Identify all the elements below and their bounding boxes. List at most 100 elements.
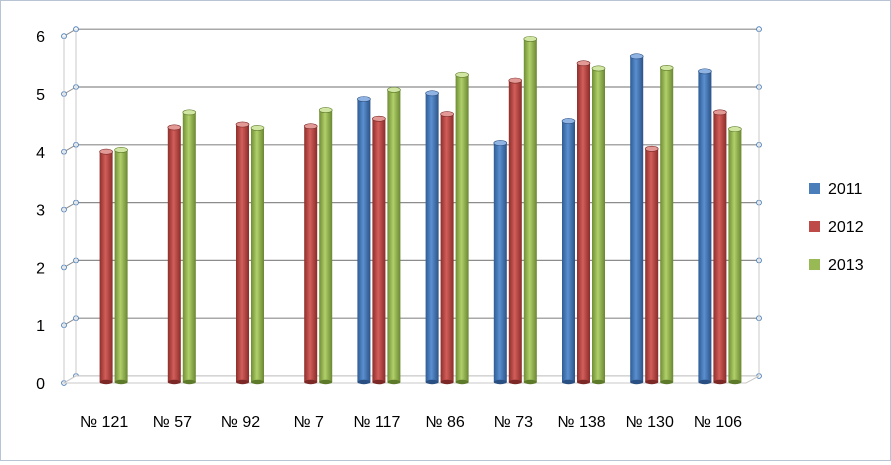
bar-2011 <box>425 90 439 385</box>
bar-base <box>577 379 590 385</box>
bar-cap <box>591 65 606 72</box>
bar-base <box>304 379 318 385</box>
bar-body <box>645 148 659 382</box>
bar-body <box>592 68 605 382</box>
bar-2013 <box>659 64 674 385</box>
bar-base <box>592 379 605 385</box>
bar-body <box>508 80 522 382</box>
bar-body <box>577 63 590 382</box>
bar-2013 <box>523 36 538 385</box>
bar-body <box>562 121 575 382</box>
x-tick-label: № 121 <box>80 414 128 431</box>
x-tick-label: № 117 <box>353 414 400 431</box>
bar-2013 <box>387 86 401 385</box>
bar-cap <box>303 123 318 130</box>
bar-cap <box>372 115 386 122</box>
bar-2013 <box>182 109 197 385</box>
bar-cap <box>508 77 523 84</box>
y-tick-label: 5 <box>36 87 45 104</box>
bar-cap <box>644 145 659 152</box>
x-tick-label: № 7 <box>293 414 324 431</box>
x-tick-label: № 86 <box>425 414 465 431</box>
bar-cap <box>659 64 674 71</box>
bar-cap <box>318 107 333 113</box>
bar-2011 <box>629 53 644 385</box>
bar-cap <box>561 118 576 124</box>
bar-base <box>630 379 644 385</box>
bar-body <box>114 149 128 382</box>
bar-cap <box>629 53 644 60</box>
bar-body <box>319 110 333 382</box>
x-tick-label: № 73 <box>494 414 534 431</box>
bar-cap <box>440 111 454 118</box>
bar-cap <box>114 147 128 153</box>
bar-base <box>387 379 401 385</box>
bar-cap <box>235 121 250 128</box>
bar-body <box>236 124 249 383</box>
bar-base <box>508 379 522 385</box>
bar-2013 <box>250 125 265 385</box>
y-tick-label: 0 <box>36 376 45 393</box>
y-tick-label: 3 <box>36 203 45 220</box>
legend-label-2011: 2011 <box>828 181 863 198</box>
bar-body <box>372 118 386 382</box>
bar-base <box>660 379 674 385</box>
bar-cap <box>713 109 727 116</box>
bar-2013 <box>318 107 333 385</box>
bar-base <box>182 379 196 385</box>
bar-body <box>698 71 712 383</box>
bar-body <box>99 151 113 382</box>
legend: 2011 2012 2013 <box>809 181 864 274</box>
legend-swatch-2012 <box>809 221 820 232</box>
x-tick-label: № 57 <box>153 414 193 431</box>
bar-2013 <box>728 126 742 385</box>
bar-base <box>372 379 386 385</box>
bar-base <box>713 379 727 385</box>
y-tick-label: 1 <box>36 318 45 335</box>
bar-base <box>493 379 507 385</box>
bar-body <box>455 74 469 382</box>
bar-cap <box>493 140 508 146</box>
bar-2012 <box>235 121 250 385</box>
bar-2013 <box>455 71 469 385</box>
bar-body <box>493 143 507 382</box>
bar-base <box>236 379 249 385</box>
bar-2011 <box>698 68 712 385</box>
bar-body <box>425 93 439 382</box>
bar-body <box>523 38 537 382</box>
bar-cap <box>167 124 182 131</box>
bar-body <box>713 112 727 383</box>
bar-cap <box>250 125 265 131</box>
bar-cap <box>576 60 591 67</box>
legend-label-2013: 2013 <box>828 257 864 274</box>
bar-2012 <box>508 77 523 385</box>
bar-base <box>114 379 128 385</box>
bar-2013 <box>114 147 128 385</box>
x-tick-label: № 92 <box>221 414 261 431</box>
bar-cap <box>387 86 401 93</box>
bar-2012 <box>713 109 727 385</box>
bar-base <box>425 379 439 385</box>
bar-base <box>251 379 264 385</box>
x-tick-label: № 130 <box>626 414 674 431</box>
bar-base <box>357 379 371 385</box>
bar-2011 <box>561 118 576 385</box>
bars <box>99 36 742 385</box>
legend-label-2012: 2012 <box>828 219 864 236</box>
bar-base <box>167 379 181 385</box>
bar-2012 <box>440 111 454 385</box>
bar-body <box>387 89 401 383</box>
bar-cap <box>99 148 113 155</box>
bar-base <box>523 379 537 385</box>
bar-base <box>440 379 454 385</box>
bar-2012 <box>576 60 591 385</box>
legend-swatch-2013 <box>809 259 820 270</box>
y-tick-label: 2 <box>36 260 45 277</box>
x-tick-label: № 106 <box>694 414 742 431</box>
bar-base <box>455 379 469 385</box>
bar-2011 <box>493 140 508 385</box>
bar-cap <box>357 96 371 102</box>
bar-body <box>304 126 318 383</box>
